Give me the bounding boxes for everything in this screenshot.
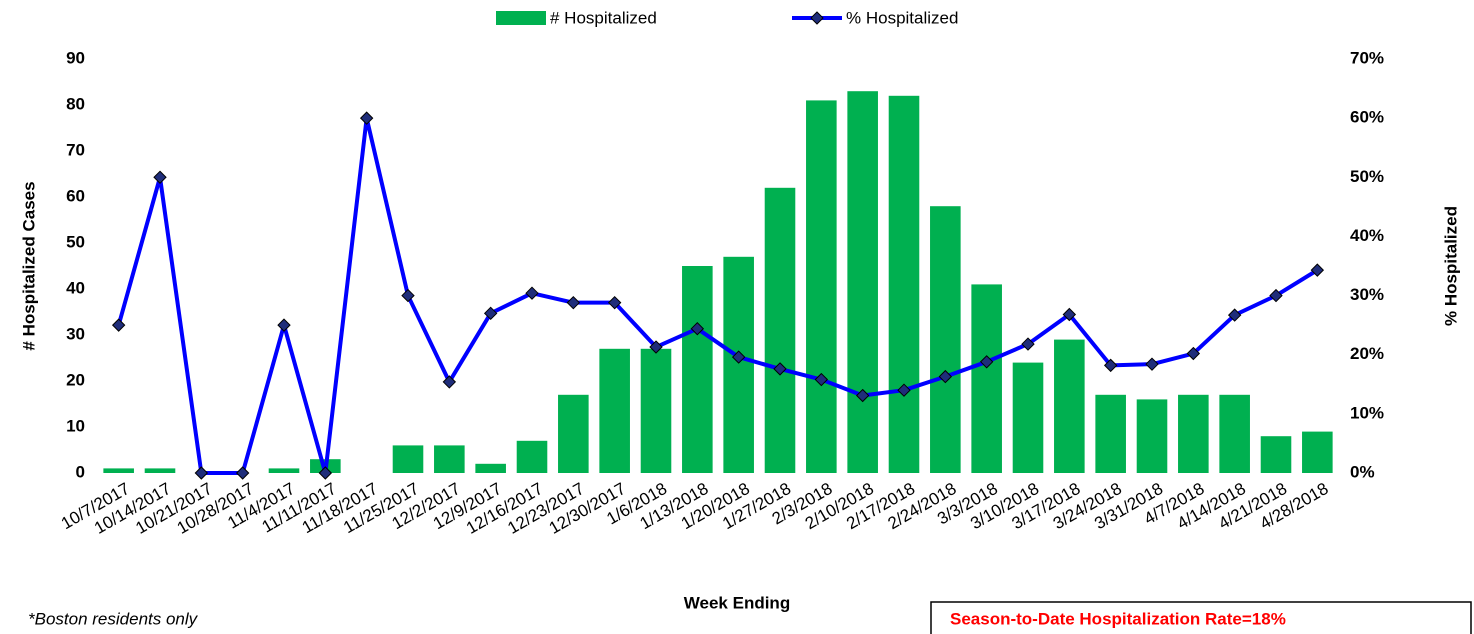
y-tick-label: 40 — [66, 278, 85, 297]
marker — [359, 111, 374, 125]
marker — [649, 340, 663, 354]
marker — [1269, 288, 1283, 303]
marker — [401, 288, 415, 303]
marker — [1186, 346, 1201, 361]
bar — [971, 284, 1002, 473]
bar — [1012, 362, 1044, 473]
bar — [392, 445, 424, 473]
bar — [1095, 394, 1126, 473]
y-tick-label: 20 — [66, 370, 85, 389]
bar — [475, 463, 506, 473]
marker — [1310, 263, 1325, 277]
callout-box — [930, 601, 1472, 634]
bar — [1178, 394, 1209, 473]
marker — [525, 286, 539, 300]
bar — [268, 468, 300, 473]
legend-marker — [810, 11, 824, 25]
bar — [1302, 431, 1333, 473]
bar — [682, 266, 713, 473]
y-tick-label: 60 — [66, 186, 85, 205]
bar — [1219, 394, 1250, 473]
marker — [111, 318, 126, 332]
marker — [731, 350, 746, 364]
y2-tick-label: 50% — [1350, 167, 1384, 186]
bar — [516, 440, 548, 473]
marker — [855, 388, 870, 403]
marker — [773, 362, 787, 376]
bar — [558, 394, 589, 473]
bar — [103, 468, 134, 473]
footnote: *Boston residents only — [28, 609, 199, 628]
marker — [897, 383, 911, 397]
x-axis-title: Week Ending — [684, 593, 790, 612]
marker — [194, 466, 209, 480]
marker — [318, 466, 333, 480]
line — [116, 116, 1319, 475]
y2-tick-label: 60% — [1350, 108, 1384, 127]
callout-text: Season-to-Date Hospitalization Rate=18% — [950, 609, 1286, 628]
marker — [1062, 307, 1077, 322]
bar — [723, 256, 754, 473]
y2-tick-label: 0% — [1350, 462, 1375, 481]
y-tick-label: 80 — [66, 94, 85, 113]
y-tick-label: 0 — [76, 462, 85, 481]
legend-swatch — [496, 11, 546, 25]
y-tick-label: 30 — [66, 324, 85, 343]
y2-axis-title: % Hospitalized — [1441, 206, 1460, 326]
marker — [979, 355, 994, 369]
marker — [1103, 358, 1118, 373]
bar — [144, 468, 176, 473]
marker — [442, 375, 457, 389]
bar — [1054, 339, 1085, 473]
marker — [1145, 357, 1159, 371]
y2-tick-label: 40% — [1350, 226, 1384, 245]
bar — [434, 445, 465, 473]
bar — [847, 91, 878, 473]
marker — [483, 306, 498, 321]
bar — [888, 95, 920, 474]
bar — [1260, 436, 1292, 473]
marker — [938, 369, 953, 384]
marker — [607, 295, 622, 310]
y2-tick-label: 10% — [1350, 403, 1384, 422]
legend-label: % Hospitalized — [846, 8, 958, 27]
y-tick-label: 90 — [66, 48, 85, 67]
bar — [640, 348, 672, 473]
marker — [690, 321, 705, 336]
bar — [930, 206, 961, 473]
marker — [153, 170, 167, 184]
bar — [806, 100, 837, 474]
marker — [566, 295, 581, 310]
marker — [277, 318, 291, 332]
y2-tick-label: 70% — [1350, 48, 1384, 67]
y-tick-label: 10 — [66, 416, 85, 435]
marker — [235, 466, 250, 480]
marker — [814, 372, 829, 387]
y-axis-title: # Hospitalized Cases — [19, 181, 38, 350]
y2-tick-label: 20% — [1350, 344, 1384, 363]
bar — [764, 187, 796, 474]
legend-label: # Hospitalized — [550, 8, 657, 27]
marker — [1227, 308, 1242, 322]
bar — [1136, 399, 1168, 473]
y-tick-label: 50 — [66, 232, 85, 251]
bar — [599, 348, 630, 473]
y-tick-label: 70 — [66, 140, 85, 159]
y2-tick-label: 30% — [1350, 285, 1384, 304]
marker — [1021, 337, 1035, 351]
